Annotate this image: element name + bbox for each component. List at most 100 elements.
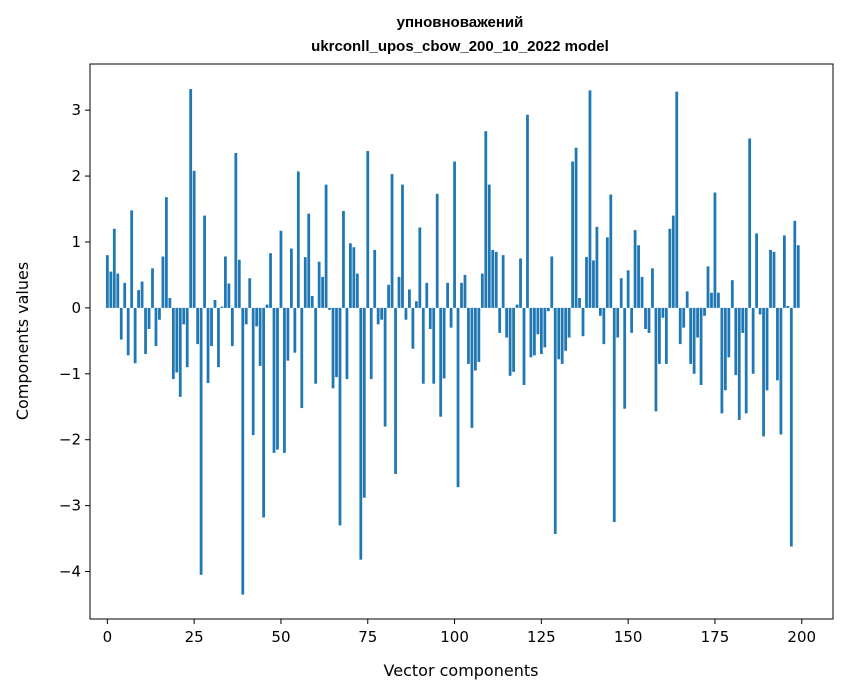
bar-116	[508, 307, 512, 376]
bar-129	[553, 307, 557, 534]
bar-69	[345, 307, 349, 380]
bar-193	[776, 307, 779, 381]
bar-37	[234, 152, 238, 308]
bar-195	[783, 235, 786, 308]
bar-77	[373, 249, 377, 308]
bar-21	[178, 307, 182, 397]
bar-103	[463, 274, 467, 308]
bar-126	[543, 307, 547, 348]
bar-186	[751, 307, 755, 374]
bar-181	[734, 307, 738, 376]
bar-24	[189, 89, 193, 308]
bar-6	[126, 307, 130, 356]
bar-140	[592, 260, 595, 308]
bar-71	[352, 247, 356, 308]
bars-group	[105, 89, 800, 595]
bar-26	[196, 307, 200, 345]
bar-9	[137, 290, 140, 308]
bar-38	[237, 259, 241, 308]
bar-122	[529, 307, 533, 358]
bar-196	[786, 305, 790, 308]
bar-10	[140, 281, 144, 308]
bar-148	[619, 278, 623, 308]
chart-title-line-2: ukrconll_upos_cbow_200_10_2022 model	[311, 38, 609, 55]
bar-165	[678, 307, 682, 345]
x-tick-label-100: 100	[440, 628, 469, 646]
plot-frame	[89, 63, 834, 620]
bar-153	[637, 245, 640, 308]
bar-97	[442, 307, 446, 379]
bar-83	[394, 307, 397, 474]
bar-128	[550, 256, 554, 308]
bar-3	[116, 273, 120, 308]
bar-15	[158, 307, 161, 320]
bar-109	[484, 131, 488, 308]
bar-180	[730, 280, 734, 308]
bar-108	[480, 273, 484, 308]
bar-188	[758, 307, 762, 315]
bar-151	[630, 307, 634, 333]
bar-125	[539, 307, 543, 355]
y-tick-label--1: −1	[59, 365, 81, 383]
bar-65	[331, 307, 335, 389]
bar-44	[258, 307, 262, 366]
bar-19	[171, 307, 175, 380]
bar-199	[796, 245, 800, 308]
bar-98	[446, 282, 449, 308]
bar-82	[390, 174, 394, 308]
y-tick-label--3: −3	[59, 497, 81, 515]
bar-8	[133, 307, 137, 364]
bar-142	[598, 307, 602, 316]
bar-192	[772, 251, 776, 308]
bar-14	[154, 307, 158, 347]
bar-45	[262, 307, 265, 518]
bar-22	[182, 307, 186, 325]
bar-194	[779, 307, 783, 435]
bar-160	[661, 307, 665, 318]
bar-33	[220, 306, 224, 308]
bar-5	[123, 282, 127, 308]
bar-32	[217, 307, 220, 368]
bar-17	[164, 197, 168, 308]
y-tick-label-2: 2	[71, 167, 81, 185]
bar-120	[522, 307, 526, 385]
bar-95	[435, 193, 439, 308]
bar-176	[717, 292, 720, 308]
bar-88	[411, 307, 415, 349]
bar-20	[175, 307, 179, 373]
y-axis-label: Components values	[13, 262, 32, 420]
bar-36	[230, 307, 234, 347]
bar-135	[574, 147, 578, 308]
bar-118	[515, 304, 519, 308]
bar-117	[512, 307, 515, 372]
bar-31	[213, 299, 217, 308]
x-tick-label-125: 125	[527, 628, 556, 646]
bar-190	[765, 307, 769, 391]
bar-90	[418, 227, 422, 308]
bar-52	[286, 307, 290, 361]
bar-123	[533, 307, 536, 356]
bar-87	[408, 289, 411, 308]
bar-189	[762, 307, 765, 437]
bar-78	[376, 307, 380, 325]
bar-91	[421, 307, 425, 384]
bar-29	[206, 307, 210, 384]
bar-89	[414, 301, 418, 308]
bar-28	[203, 215, 206, 308]
bar-86	[404, 307, 408, 320]
bar-182	[737, 307, 741, 420]
bar-172	[703, 307, 706, 316]
bar-64	[328, 307, 331, 310]
y-tick-label-1: 1	[71, 233, 81, 251]
bar-137	[581, 307, 585, 337]
bar-68	[342, 210, 345, 308]
chart-title-line-1: упновноважений	[397, 14, 524, 31]
bar-54	[293, 307, 297, 353]
bar-127	[546, 307, 550, 312]
bar-161	[664, 307, 668, 364]
bar-113	[498, 307, 502, 333]
bar-96	[439, 307, 443, 417]
bar-141	[595, 226, 599, 308]
x-tick-label-50: 50	[271, 628, 290, 646]
